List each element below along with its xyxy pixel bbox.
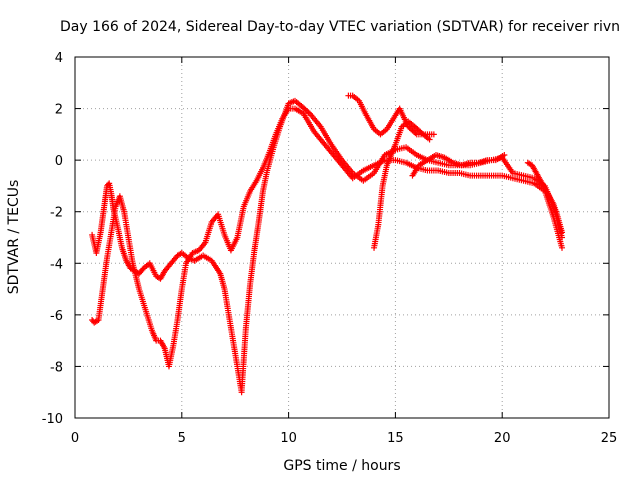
plot-frame [74, 56, 610, 419]
data-points [89, 92, 566, 396]
x-tick-label: 15 [387, 431, 404, 446]
series-track-b [89, 105, 566, 370]
x-axis-title: GPS time / hours [283, 458, 400, 474]
axis-ticks [74, 56, 610, 419]
y-tick-labels: -10 -8 -6 -4 -2 0 2 4 [42, 51, 63, 427]
y-tick-label: -8 [50, 360, 63, 375]
data-point [501, 151, 508, 158]
y-tick-label: 2 [55, 103, 63, 118]
y-tick-label: -2 [50, 206, 63, 221]
series-track-e [409, 151, 508, 179]
series-track-f [524, 159, 566, 236]
data-point [430, 131, 437, 138]
chart-title: Day 166 of 2024, Sidereal Day-to-day VTE… [60, 19, 620, 35]
data-point [426, 136, 433, 143]
x-tick-label: 10 [280, 431, 297, 446]
x-tick-label: 25 [601, 431, 618, 446]
y-axis-title: SDTVAR / TECUs [6, 180, 22, 295]
y-tick-label: -10 [42, 412, 63, 427]
y-tick-label: -4 [50, 257, 63, 272]
data-point [559, 244, 566, 251]
x-tick-label: 5 [178, 431, 186, 446]
series-track-c [345, 92, 437, 138]
x-tick-labels: 0 5 10 15 20 25 [71, 431, 617, 446]
series-track-d [371, 118, 433, 251]
y-tick-label: 0 [55, 154, 63, 169]
y-tick-label: 4 [55, 51, 63, 66]
data-point [559, 229, 566, 236]
x-tick-label: 0 [71, 431, 79, 446]
x-tick-label: 20 [494, 431, 511, 446]
y-tick-label: -6 [50, 309, 63, 324]
